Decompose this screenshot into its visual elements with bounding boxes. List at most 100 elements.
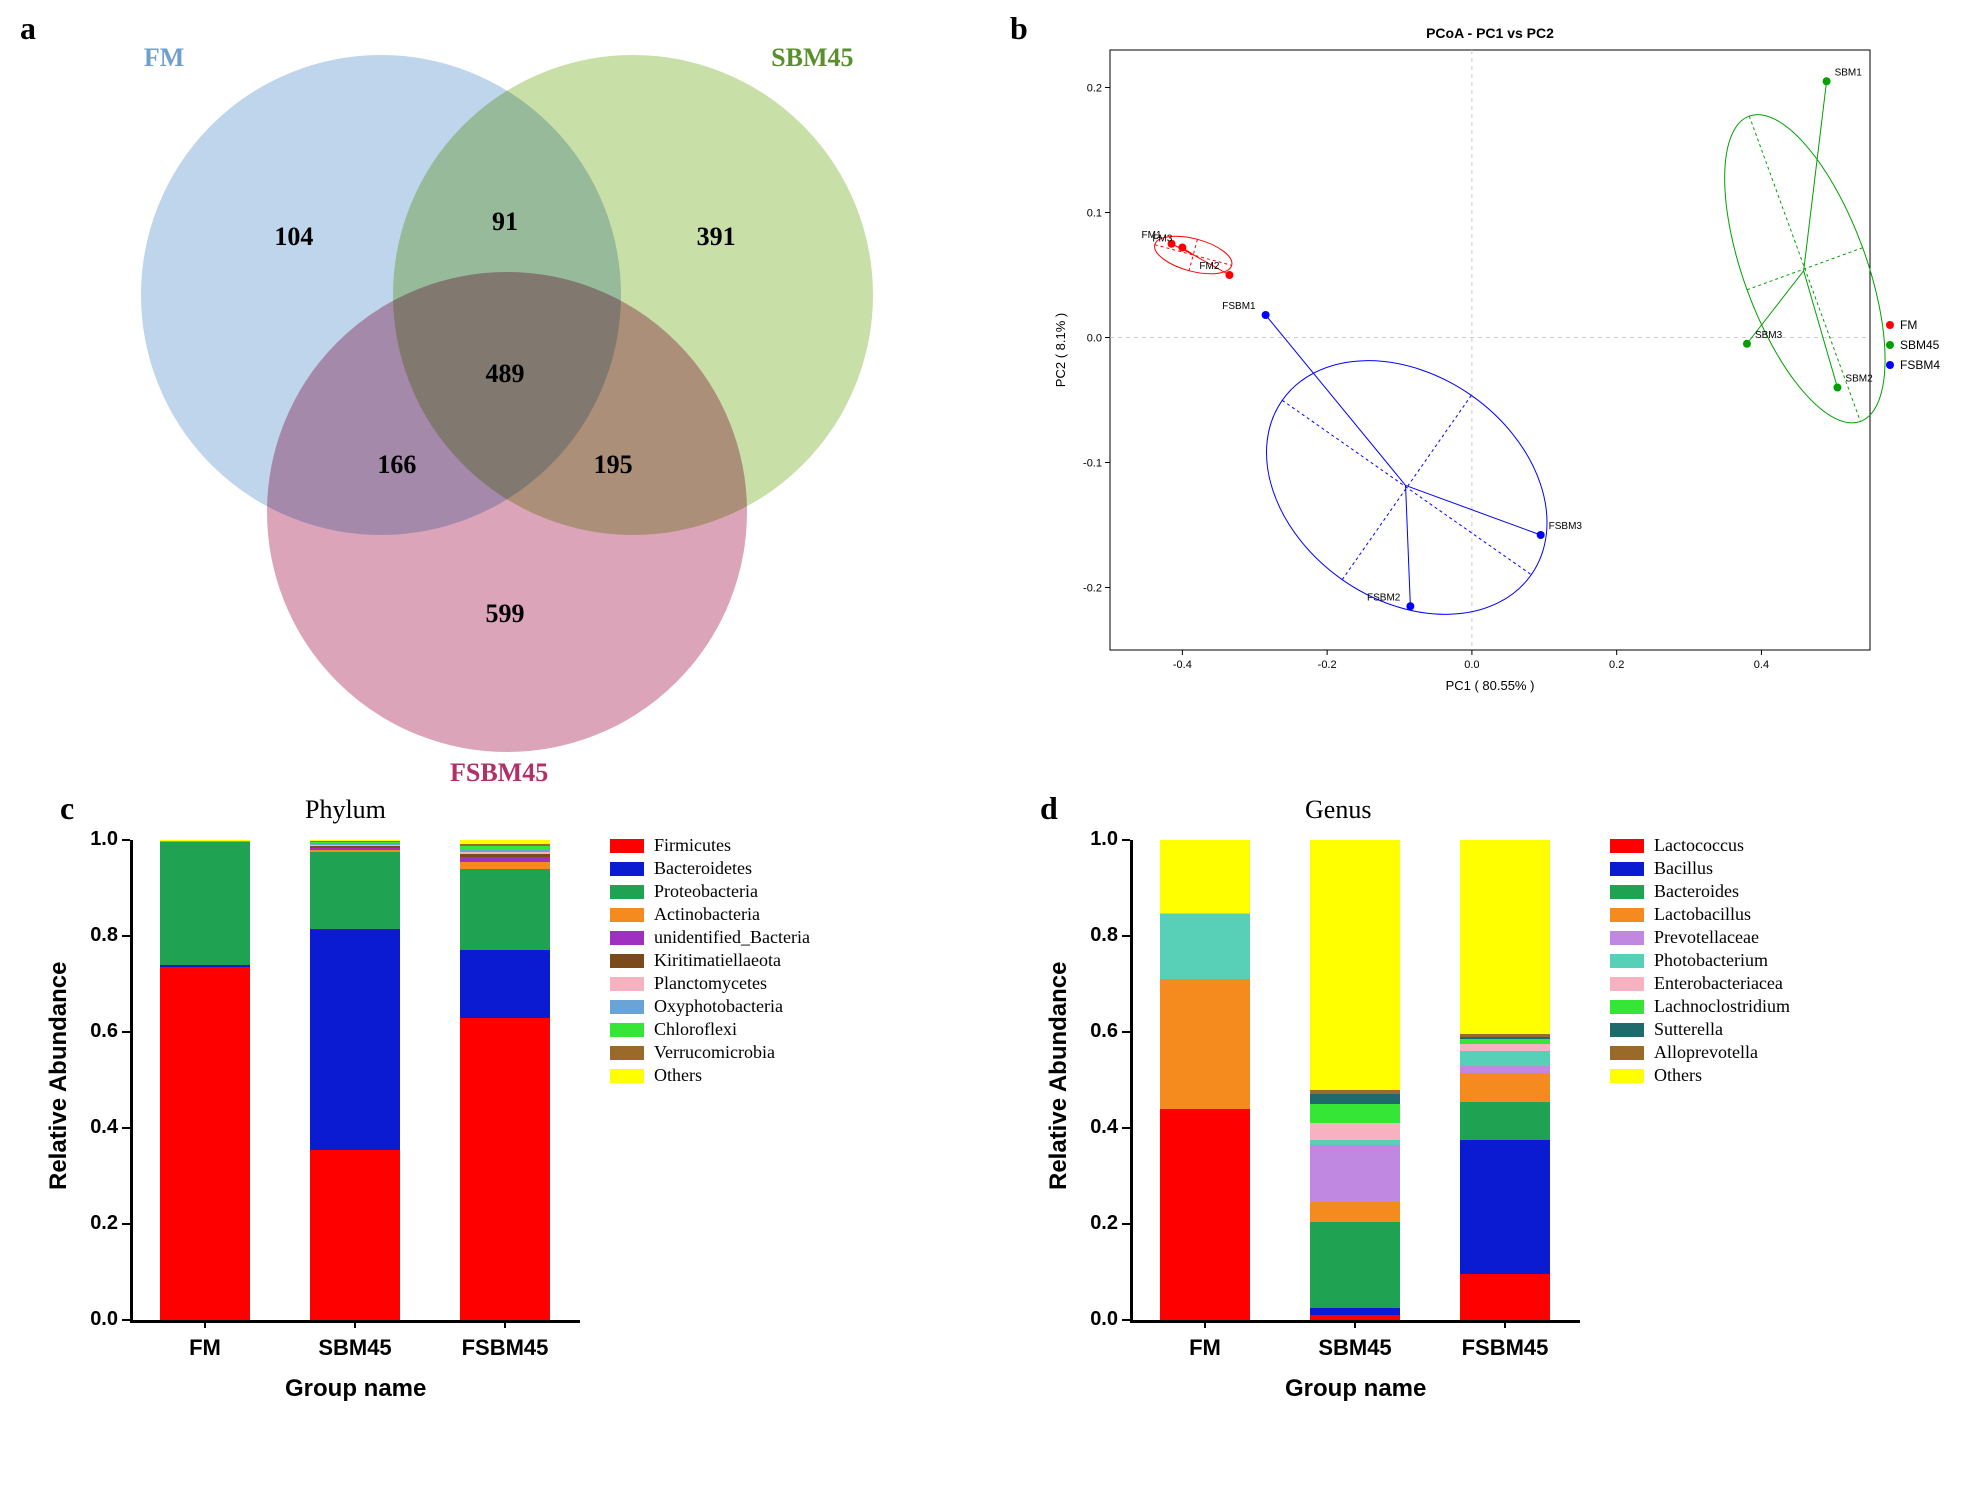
- svg-text:-0.2: -0.2: [1083, 583, 1102, 595]
- legend-swatch: [1610, 977, 1644, 991]
- bar-seg: [460, 869, 550, 951]
- legend-item: Photobacterium: [1610, 950, 1790, 971]
- venn-count-fsbm: 599: [475, 599, 535, 629]
- venn-count-fm: 104: [264, 222, 324, 252]
- legend-item: Others: [1610, 1065, 1790, 1086]
- svg-text:SBM1: SBM1: [1835, 67, 1863, 78]
- svg-text:0.0: 0.0: [1464, 659, 1479, 671]
- venn-circle-fsbm: [265, 270, 749, 754]
- legend-item: Others: [610, 1065, 810, 1086]
- panel-b: b PCoA - PC1 vs PC2-0.4-0.20.00.20.4-0.2…: [1010, 10, 1950, 730]
- bar-seg: [1160, 1109, 1250, 1320]
- svg-text:FSBM1: FSBM1: [1222, 301, 1256, 312]
- legend-swatch: [1610, 908, 1644, 922]
- svg-text:FSBM3: FSBM3: [1549, 521, 1583, 532]
- bar-seg: [1460, 1034, 1550, 1036]
- legend-text: Oxyphotobacteria: [654, 996, 783, 1017]
- venn-count-sbm: 391: [686, 222, 746, 252]
- legend-text: Bacteroides: [1654, 881, 1739, 902]
- venn-label-sbm: SBM45: [771, 43, 853, 73]
- venn-count-sbm-fsbm: 195: [583, 450, 643, 480]
- legend-swatch: [610, 977, 644, 991]
- svg-text:-0.1: -0.1: [1083, 458, 1102, 470]
- bar-seg: [460, 950, 550, 1017]
- legend-swatch: [610, 1023, 644, 1037]
- bar-seg: [1310, 1222, 1400, 1308]
- panel-a-label: a: [20, 10, 36, 47]
- legend-swatch: [610, 839, 644, 853]
- bar-seg: [310, 846, 400, 847]
- legend-item: Actinobacteria: [610, 904, 810, 925]
- bar-seg: [310, 841, 400, 842]
- panel-d: d Genus0.00.20.40.60.81.0Relative Abunda…: [1010, 770, 1950, 1470]
- svg-text:SBM3: SBM3: [1755, 330, 1783, 341]
- svg-text:FM3: FM3: [1152, 234, 1172, 245]
- bar-seg: [310, 852, 400, 929]
- svg-text:PC2 ( 8.1% ): PC2 ( 8.1% ): [1053, 313, 1068, 387]
- svg-text:FSBM45: FSBM45: [1900, 358, 1940, 372]
- bar-seg: [310, 1150, 400, 1320]
- pcoa-svg: PCoA - PC1 vs PC2-0.4-0.20.00.20.4-0.2-0…: [1040, 20, 1940, 720]
- bar-seg: [1460, 1140, 1550, 1274]
- legend: FirmicutesBacteroidetesProteobacteriaAct…: [610, 835, 810, 1088]
- bar-seg: [1460, 1051, 1550, 1065]
- bar-seg: [460, 852, 550, 854]
- legend-swatch: [610, 954, 644, 968]
- bar-seg: [1460, 1102, 1550, 1140]
- bar-seg: [160, 965, 250, 967]
- legend-text: Alloprevotella: [1654, 1042, 1758, 1063]
- legend-swatch: [610, 862, 644, 876]
- legend-text: Planctomycetes: [654, 973, 767, 994]
- legend-item: Verrucomicrobia: [610, 1042, 810, 1063]
- legend-swatch: [1610, 862, 1644, 876]
- svg-text:0.4: 0.4: [1754, 659, 1769, 671]
- bar-seg: [1460, 840, 1550, 1034]
- panel-c: c Phylum0.00.20.40.60.81.0Relative Abund…: [10, 770, 980, 1470]
- bar-seg: [1460, 1044, 1550, 1051]
- bar-seg: [460, 854, 550, 856]
- legend-text: Bacillus: [1654, 858, 1713, 879]
- legend-text: Bacteroidetes: [654, 858, 752, 879]
- svg-text:0.1: 0.1: [1087, 208, 1102, 220]
- legend-item: Planctomycetes: [610, 973, 810, 994]
- legend-swatch: [610, 1046, 644, 1060]
- legend-text: Chloroflexi: [654, 1019, 737, 1040]
- legend-swatch: [1610, 839, 1644, 853]
- bar-seg: [1160, 840, 1250, 913]
- svg-text:FM: FM: [1900, 318, 1917, 332]
- legend-item: Kiritimatiellaeota: [610, 950, 810, 971]
- legend-swatch: [1610, 954, 1644, 968]
- legend-text: Others: [654, 1065, 702, 1086]
- bar-seg: [310, 848, 400, 850]
- legend-text: Photobacterium: [1654, 950, 1768, 971]
- bar-seg: [1310, 840, 1400, 1090]
- legend: LactococcusBacillusBacteroidesLactobacil…: [1610, 835, 1790, 1088]
- svg-text:SBM2: SBM2: [1845, 374, 1873, 385]
- legend-text: Lactococcus: [1654, 835, 1744, 856]
- bar-seg: [1460, 1039, 1550, 1044]
- legend-item: Lachnoclostridium: [1610, 996, 1790, 1017]
- bar-seg: [1310, 1308, 1400, 1315]
- legend-swatch: [1610, 931, 1644, 945]
- chart-title: Genus: [1305, 795, 1371, 825]
- bar-seg: [1460, 1037, 1550, 1039]
- legend-text: Prevotellaceae: [1654, 927, 1759, 948]
- legend-item: Alloprevotella: [1610, 1042, 1790, 1063]
- figure-container: a 10439159991166195489FMSBM45FSBM45 b PC…: [10, 10, 1950, 1480]
- legend-item: Oxyphotobacteria: [610, 996, 810, 1017]
- venn-diagram: 10439159991166195489FMSBM45FSBM45: [70, 35, 940, 715]
- bar-seg: [1310, 1090, 1400, 1095]
- venn-label-fm: FM: [144, 43, 184, 73]
- legend-item: Proteobacteria: [610, 881, 810, 902]
- bar-seg: [1310, 1140, 1400, 1145]
- venn-count-all: 489: [475, 359, 535, 389]
- bar-seg: [460, 1018, 550, 1320]
- legend-swatch: [1610, 1000, 1644, 1014]
- svg-text:FSBM2: FSBM2: [1367, 592, 1401, 603]
- legend-text: unidentified_Bacteria: [654, 927, 810, 948]
- legend-swatch: [610, 908, 644, 922]
- legend-text: Lachnoclostridium: [1654, 996, 1790, 1017]
- legend-text: Firmicutes: [654, 835, 731, 856]
- svg-text:PC1 ( 80.55% ): PC1 ( 80.55% ): [1446, 678, 1535, 693]
- legend-item: Bacteroidetes: [610, 858, 810, 879]
